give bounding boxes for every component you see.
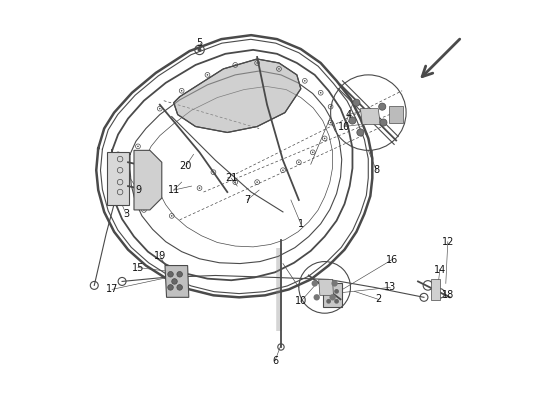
Polygon shape [165, 266, 189, 297]
Circle shape [207, 74, 208, 76]
Circle shape [334, 289, 339, 294]
Polygon shape [323, 284, 342, 307]
Text: 10: 10 [338, 122, 351, 132]
Text: 18: 18 [442, 290, 454, 300]
Text: 3: 3 [123, 209, 129, 219]
Text: 4: 4 [345, 110, 351, 120]
Text: 6: 6 [272, 356, 278, 366]
Circle shape [330, 106, 332, 108]
Text: 16: 16 [386, 254, 398, 264]
Text: 20: 20 [179, 161, 192, 171]
Circle shape [234, 64, 236, 66]
Text: 17: 17 [106, 284, 118, 294]
Circle shape [326, 289, 331, 294]
Circle shape [349, 117, 356, 124]
Circle shape [334, 299, 339, 304]
Text: 5: 5 [196, 38, 202, 48]
Circle shape [326, 299, 331, 304]
Polygon shape [174, 59, 301, 132]
Circle shape [143, 209, 145, 211]
Text: 15: 15 [132, 262, 144, 272]
Polygon shape [134, 150, 162, 210]
Circle shape [298, 162, 300, 163]
Circle shape [332, 280, 338, 286]
Circle shape [197, 48, 201, 52]
Circle shape [117, 195, 119, 197]
Text: 10: 10 [295, 296, 307, 306]
Circle shape [213, 171, 214, 173]
Circle shape [177, 272, 183, 277]
Text: 19: 19 [153, 251, 166, 261]
Circle shape [357, 129, 364, 136]
Circle shape [380, 119, 387, 126]
Text: 12: 12 [442, 237, 454, 247]
Text: 21: 21 [225, 173, 238, 183]
Text: 11: 11 [168, 185, 180, 195]
Circle shape [314, 294, 320, 300]
Text: 1: 1 [298, 219, 304, 229]
FancyBboxPatch shape [389, 106, 403, 123]
Circle shape [159, 108, 161, 110]
Circle shape [137, 146, 139, 147]
Text: 14: 14 [434, 264, 446, 274]
Circle shape [282, 170, 284, 171]
Polygon shape [360, 109, 380, 124]
Circle shape [181, 90, 183, 92]
Circle shape [199, 187, 200, 189]
Circle shape [312, 152, 313, 153]
Circle shape [256, 62, 258, 64]
Text: 2: 2 [375, 294, 381, 304]
Text: 9: 9 [135, 185, 141, 195]
Circle shape [177, 285, 183, 290]
Circle shape [117, 175, 119, 177]
Text: 13: 13 [384, 282, 397, 292]
FancyBboxPatch shape [431, 279, 440, 300]
Circle shape [256, 181, 258, 183]
Circle shape [379, 103, 386, 110]
Circle shape [172, 279, 177, 284]
Text: 7: 7 [244, 195, 250, 205]
Circle shape [320, 92, 321, 94]
Circle shape [117, 154, 119, 155]
Text: 8: 8 [373, 165, 380, 175]
Circle shape [234, 181, 236, 183]
Circle shape [304, 80, 306, 82]
Polygon shape [318, 280, 333, 295]
Circle shape [324, 138, 326, 139]
Circle shape [168, 285, 173, 290]
FancyBboxPatch shape [107, 152, 129, 205]
Circle shape [311, 280, 318, 286]
Circle shape [329, 294, 336, 300]
Circle shape [278, 68, 280, 70]
Circle shape [353, 99, 360, 106]
Circle shape [330, 122, 332, 123]
Circle shape [171, 215, 173, 217]
Circle shape [168, 272, 173, 277]
